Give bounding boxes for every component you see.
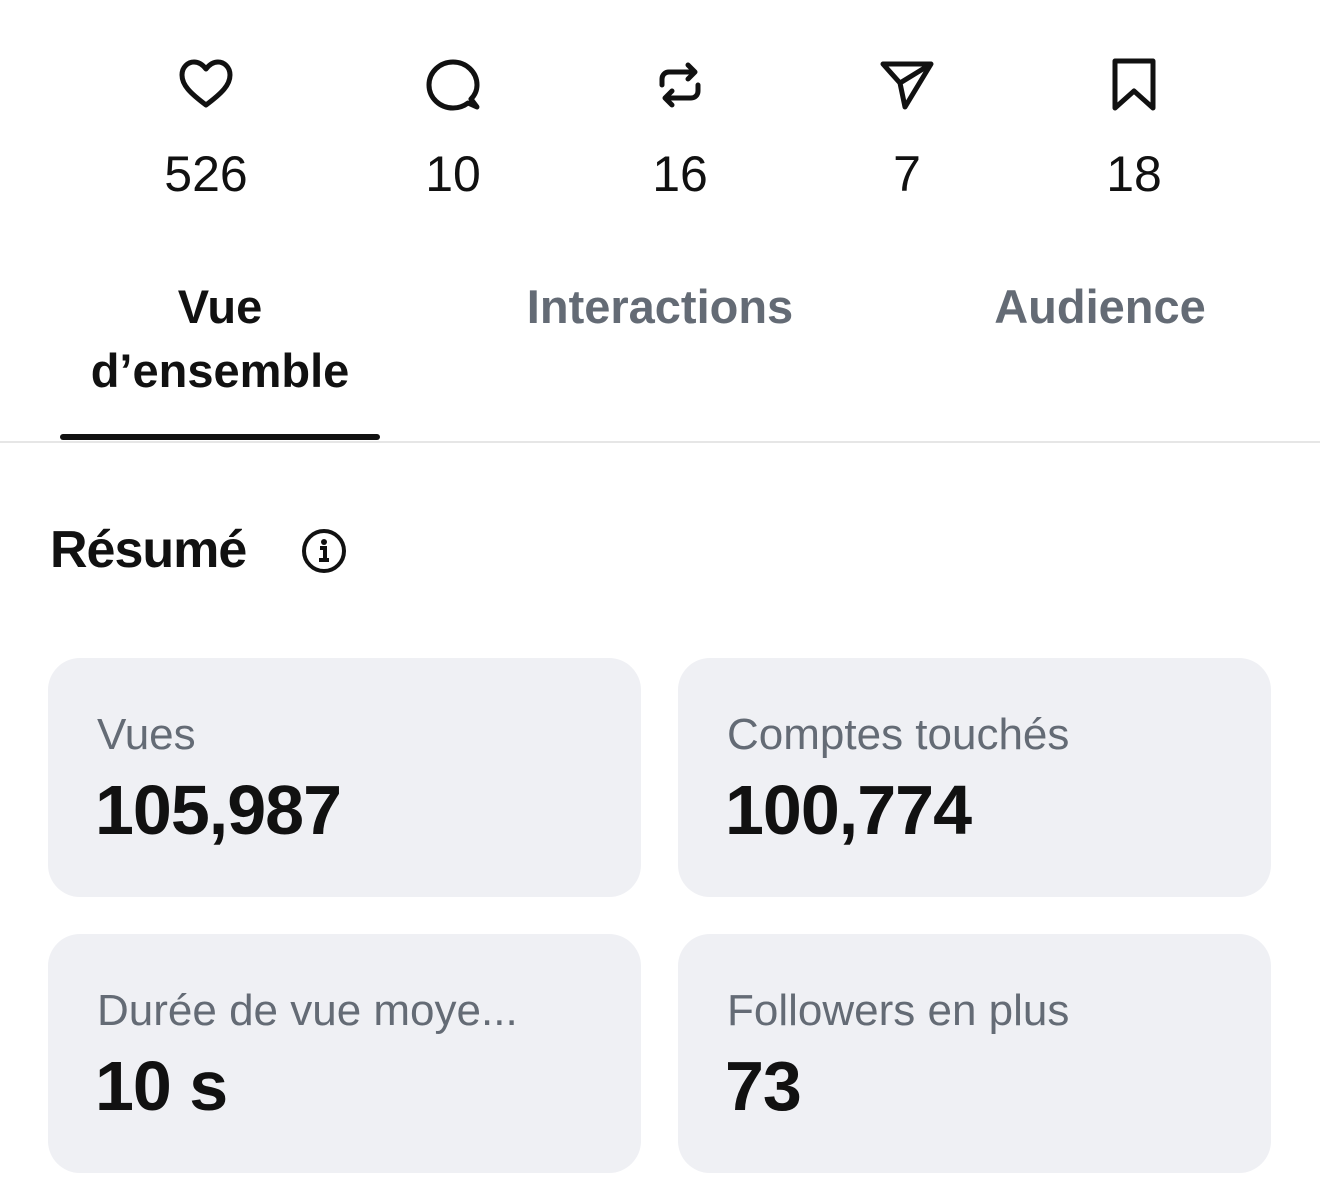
stat-count: 10 — [425, 146, 481, 202]
tab[interactable]: Audience — [994, 280, 1206, 333]
divider — [0, 441, 1320, 443]
metric-label: Vues — [97, 710, 196, 759]
stat-count: 7 — [893, 146, 921, 202]
info-icon[interactable] — [300, 527, 348, 575]
metric-card[interactable]: Followers en plus 73 — [678, 934, 1271, 1173]
metric-value: 10 s — [95, 1047, 228, 1125]
section-title: Résumé — [50, 521, 247, 579]
metric-label: Followers en plus — [727, 986, 1070, 1035]
stat[interactable]: 7 — [807, 55, 1007, 215]
stat[interactable]: 526 — [106, 55, 306, 215]
stat-count: 16 — [652, 146, 708, 202]
tab[interactable]: Vue d’ensemble — [90, 280, 350, 397]
metric-card[interactable]: Durée de vue moye... 10 s — [48, 934, 641, 1173]
stat-icon — [426, 59, 480, 111]
metric-label: Durée de vue moye... — [97, 986, 518, 1035]
stat-count: 526 — [164, 146, 248, 202]
stat[interactable]: 10 — [353, 55, 553, 215]
tab[interactable]: Interactions — [526, 280, 794, 333]
stat-count: 18 — [1106, 146, 1162, 202]
metric-value: 105,987 — [95, 771, 342, 849]
metric-label: Comptes touchés — [727, 710, 1070, 759]
metric-card[interactable]: Comptes touchés 100,774 — [678, 658, 1271, 897]
stat[interactable]: 18 — [1034, 55, 1234, 215]
stat-icon — [179, 59, 233, 108]
stat-icon — [659, 62, 701, 108]
stat-icon — [880, 61, 934, 110]
tab-indicator — [60, 434, 380, 440]
stat[interactable]: 16 — [580, 55, 780, 215]
stat-icon — [1112, 58, 1156, 111]
metric-card[interactable]: Vues 105,987 — [48, 658, 641, 897]
metric-value: 100,774 — [725, 771, 972, 849]
metric-value: 73 — [725, 1047, 802, 1125]
